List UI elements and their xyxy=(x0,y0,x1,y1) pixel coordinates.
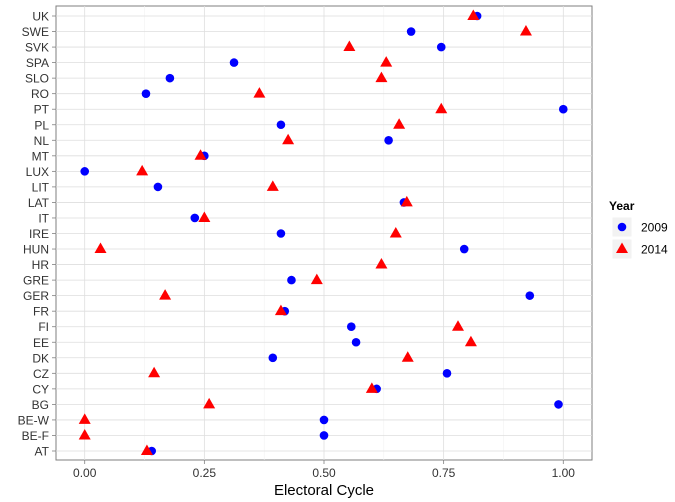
data-points xyxy=(78,9,568,456)
y-tick-label: FR xyxy=(33,305,49,319)
y-tick-label: BG xyxy=(32,398,49,412)
point-2014-LIT xyxy=(266,180,279,191)
point-2009-BG xyxy=(554,400,563,409)
point-2014-FI xyxy=(452,320,464,331)
y-tick-label: GRE xyxy=(23,274,49,288)
y-tick-label: PT xyxy=(34,103,50,117)
point-2009-CZ xyxy=(442,369,452,378)
point-2014-SVK xyxy=(343,40,356,52)
point-2009-PT xyxy=(558,104,568,114)
point-2009-SVK xyxy=(436,42,446,52)
point-2014-CY xyxy=(365,382,378,393)
y-tick-label: LUX xyxy=(26,165,49,179)
x-tick-label: 0.50 xyxy=(312,466,336,480)
legend: Year 2009 2014 xyxy=(609,199,668,260)
point-2009-FI xyxy=(346,322,356,332)
point-2014-SWE xyxy=(519,25,532,36)
point-2009-LUX xyxy=(80,167,90,176)
y-tick-label: NL xyxy=(34,134,50,148)
point-2009-BE-F xyxy=(319,431,329,440)
y-tick-label: CZ xyxy=(33,367,49,381)
point-2009-NL xyxy=(384,135,393,145)
point-2014-CZ xyxy=(148,366,161,378)
point-2009-SWE xyxy=(406,27,416,36)
y-tick-label: SWE xyxy=(22,25,49,39)
y-tick-label: GER xyxy=(23,289,49,303)
point-2009-GRE xyxy=(287,275,296,285)
point-2009-SLO xyxy=(165,73,175,83)
x-tick-label: 0.25 xyxy=(193,466,217,480)
y-tick-label: UK xyxy=(32,10,49,24)
point-2014-SLO xyxy=(375,71,388,83)
point-2009-IT xyxy=(190,213,200,223)
point-2014-BG xyxy=(203,397,216,409)
point-2014-HUN xyxy=(94,242,107,254)
y-tick-label: SPA xyxy=(26,56,49,70)
point-2009-EE xyxy=(351,337,361,347)
y-tick-label: RO xyxy=(31,87,49,101)
point-2014-PL xyxy=(393,118,406,129)
y-tick-label: EE xyxy=(33,336,49,350)
y-tick-label: AT xyxy=(35,445,50,459)
point-2009-GER xyxy=(525,291,535,300)
point-2009-SPA xyxy=(229,58,239,67)
y-tick-label: MT xyxy=(32,149,50,163)
point-2009-IRE xyxy=(276,229,286,238)
point-2014-GER xyxy=(159,289,172,300)
legend-circle-icon xyxy=(617,222,627,232)
point-2014-IT xyxy=(198,211,211,222)
y-tick-label: LAT xyxy=(28,196,50,210)
x-axis-label: Electoral Cycle xyxy=(274,482,374,499)
point-2014-SPA xyxy=(380,56,393,67)
y-tick-label: DK xyxy=(32,351,49,365)
point-2014-IRE xyxy=(389,226,402,238)
point-2014-EE xyxy=(464,335,477,347)
legend-triangle-icon xyxy=(616,242,628,253)
point-2014-NL xyxy=(282,133,295,145)
point-2014-LUX xyxy=(136,164,149,176)
y-tick-label: IRE xyxy=(29,227,49,241)
point-2014-GRE xyxy=(310,273,323,285)
y-tick-label: IT xyxy=(38,211,49,225)
point-2009-BE-W xyxy=(319,415,329,425)
point-2014-HR xyxy=(375,258,388,269)
legend-label-2009: 2009 xyxy=(641,221,668,235)
legend-title: Year xyxy=(609,199,635,213)
y-tick-label: LIT xyxy=(32,180,50,194)
point-2014-FR xyxy=(274,304,287,316)
x-tick-label: 0.75 xyxy=(432,466,456,480)
point-2014-BE-F xyxy=(78,428,91,440)
x-tick-label: 1.00 xyxy=(552,466,576,480)
point-2014-PT xyxy=(435,102,448,114)
x-axis-ticks: 0.00 0.25 0.50 0.75 1.00 xyxy=(73,460,575,480)
y-tick-label: SLO xyxy=(25,72,49,86)
legend-label-2014: 2014 xyxy=(641,243,668,257)
y-tick-label: BE-F xyxy=(22,429,49,443)
point-2014-BE-W xyxy=(78,413,91,424)
y-tick-label: BE-W xyxy=(18,413,50,427)
y-tick-label: PL xyxy=(34,118,49,132)
y-tick-label: HR xyxy=(32,258,50,272)
y-tick-label: SVK xyxy=(25,41,49,55)
y-tick-label: HUN xyxy=(23,243,49,257)
x-tick-label: 0.00 xyxy=(73,466,97,480)
point-2009-HUN xyxy=(459,244,469,254)
point-2009-PL xyxy=(276,120,286,130)
point-2009-DK xyxy=(268,353,278,363)
y-tick-label: CY xyxy=(32,382,49,396)
point-2014-AT xyxy=(140,444,153,455)
y-tick-label: FI xyxy=(38,320,49,334)
point-2014-LAT xyxy=(400,195,413,207)
point-2009-LIT xyxy=(153,182,163,192)
point-2014-UK xyxy=(467,9,480,20)
point-2009-RO xyxy=(141,89,151,98)
point-2014-RO xyxy=(253,87,266,98)
point-2014-DK xyxy=(401,351,414,362)
point-2014-MT xyxy=(194,149,207,160)
